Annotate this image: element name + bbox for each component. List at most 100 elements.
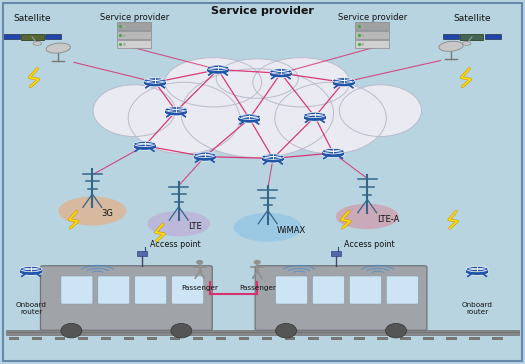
Ellipse shape xyxy=(463,41,471,45)
Polygon shape xyxy=(466,269,488,273)
Circle shape xyxy=(276,324,297,338)
Ellipse shape xyxy=(165,110,187,116)
Polygon shape xyxy=(45,35,61,39)
Circle shape xyxy=(254,260,261,265)
FancyBboxPatch shape xyxy=(135,276,166,304)
Ellipse shape xyxy=(144,78,166,83)
FancyBboxPatch shape xyxy=(61,276,93,304)
Polygon shape xyxy=(239,337,249,340)
Ellipse shape xyxy=(134,145,156,150)
Polygon shape xyxy=(20,269,42,273)
Ellipse shape xyxy=(253,58,350,107)
Text: Service provider: Service provider xyxy=(338,13,407,23)
Polygon shape xyxy=(134,144,156,147)
Polygon shape xyxy=(270,71,292,75)
FancyBboxPatch shape xyxy=(386,276,418,304)
Polygon shape xyxy=(377,337,387,340)
Text: Access point: Access point xyxy=(344,240,395,249)
Ellipse shape xyxy=(216,59,298,98)
Ellipse shape xyxy=(466,270,488,276)
FancyBboxPatch shape xyxy=(98,276,130,304)
Polygon shape xyxy=(423,337,434,340)
Text: LTE: LTE xyxy=(188,222,202,231)
Ellipse shape xyxy=(439,41,463,51)
Text: Satellite: Satellite xyxy=(453,14,491,23)
Polygon shape xyxy=(446,337,457,340)
Polygon shape xyxy=(304,115,326,119)
Polygon shape xyxy=(460,34,484,40)
Ellipse shape xyxy=(165,58,261,107)
Polygon shape xyxy=(333,80,355,84)
Polygon shape xyxy=(469,337,480,340)
Ellipse shape xyxy=(148,211,210,236)
Ellipse shape xyxy=(234,213,302,242)
Circle shape xyxy=(171,324,192,338)
FancyBboxPatch shape xyxy=(355,40,390,48)
Circle shape xyxy=(385,324,406,338)
Polygon shape xyxy=(55,337,65,340)
Ellipse shape xyxy=(238,118,260,123)
Polygon shape xyxy=(8,337,19,340)
Ellipse shape xyxy=(304,112,326,118)
Ellipse shape xyxy=(336,204,398,229)
Polygon shape xyxy=(492,337,503,340)
Ellipse shape xyxy=(93,85,175,136)
Polygon shape xyxy=(238,117,260,120)
Ellipse shape xyxy=(304,116,326,121)
Ellipse shape xyxy=(322,149,344,154)
Ellipse shape xyxy=(194,152,216,158)
Polygon shape xyxy=(32,337,42,340)
Polygon shape xyxy=(331,337,342,340)
FancyBboxPatch shape xyxy=(355,22,390,30)
Ellipse shape xyxy=(33,41,41,45)
Ellipse shape xyxy=(333,82,355,87)
Polygon shape xyxy=(170,337,180,340)
Polygon shape xyxy=(285,337,296,340)
FancyBboxPatch shape xyxy=(117,40,151,48)
Ellipse shape xyxy=(20,270,42,276)
Ellipse shape xyxy=(339,85,422,136)
FancyBboxPatch shape xyxy=(350,276,381,304)
Ellipse shape xyxy=(20,266,42,272)
FancyBboxPatch shape xyxy=(117,31,151,39)
Polygon shape xyxy=(400,337,411,340)
Polygon shape xyxy=(78,337,88,340)
Ellipse shape xyxy=(58,197,127,226)
Polygon shape xyxy=(262,337,272,340)
FancyBboxPatch shape xyxy=(6,329,519,332)
Circle shape xyxy=(61,324,82,338)
FancyBboxPatch shape xyxy=(117,22,151,30)
Text: Onboard
router: Onboard router xyxy=(461,302,492,314)
FancyBboxPatch shape xyxy=(331,250,341,256)
Polygon shape xyxy=(101,337,111,340)
Polygon shape xyxy=(193,337,203,340)
Ellipse shape xyxy=(128,82,240,154)
Text: WiMAX: WiMAX xyxy=(277,226,307,234)
FancyBboxPatch shape xyxy=(172,276,204,304)
Polygon shape xyxy=(485,35,501,39)
FancyBboxPatch shape xyxy=(312,276,344,304)
Ellipse shape xyxy=(238,114,260,119)
Polygon shape xyxy=(124,337,134,340)
Ellipse shape xyxy=(46,43,70,53)
Text: Service provider: Service provider xyxy=(100,13,169,23)
Ellipse shape xyxy=(194,156,216,161)
Text: Service provider: Service provider xyxy=(211,6,314,16)
Circle shape xyxy=(196,260,203,265)
FancyBboxPatch shape xyxy=(40,266,212,330)
Text: Passenger: Passenger xyxy=(181,285,218,291)
Polygon shape xyxy=(194,155,216,158)
Ellipse shape xyxy=(322,152,344,158)
Ellipse shape xyxy=(275,82,386,154)
Polygon shape xyxy=(207,68,229,71)
Ellipse shape xyxy=(333,78,355,83)
Text: Onboard
router: Onboard router xyxy=(16,302,47,314)
Polygon shape xyxy=(144,80,166,84)
Ellipse shape xyxy=(466,266,488,272)
Ellipse shape xyxy=(270,69,292,74)
Ellipse shape xyxy=(144,82,166,87)
Polygon shape xyxy=(216,337,226,340)
Polygon shape xyxy=(3,35,19,39)
Polygon shape xyxy=(262,157,284,160)
FancyBboxPatch shape xyxy=(6,332,519,335)
